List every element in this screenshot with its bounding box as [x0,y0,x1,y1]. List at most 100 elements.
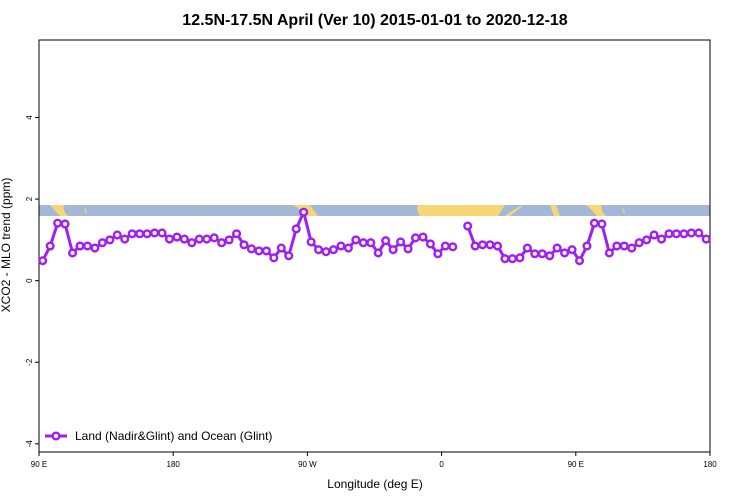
data-point [545,251,555,261]
y-tick-label: 4 [25,115,34,120]
data-point [396,237,406,247]
data-point [328,245,339,255]
data-point [187,238,197,248]
data-point [522,243,532,253]
data-point [582,241,592,251]
land-mask [39,205,710,216]
data-point [45,241,55,251]
data-point [612,241,622,251]
data-point [306,237,316,247]
data-point [351,235,361,245]
data-point [314,245,324,255]
data-point [209,233,219,243]
data-point [179,234,189,244]
data-point [642,235,652,245]
data-point [448,242,458,252]
data-point [239,240,249,250]
data-point [410,233,421,243]
data-point [440,241,450,251]
data-point [291,224,301,234]
data-point [492,241,503,251]
data-point [574,256,585,266]
data-point [537,249,547,259]
x-tick-label: 90 W [298,460,317,469]
land-patch [50,205,68,216]
data-point [157,228,167,238]
data-point [530,249,540,259]
data-point [127,229,137,239]
data-point [381,236,391,246]
data-point [284,251,294,261]
x-tick-label: 90 E [568,460,584,469]
land-patch [622,208,625,214]
data-point [232,229,242,239]
data-point [656,234,667,244]
data-point [470,241,480,251]
y-tick-label: 0 [25,278,34,283]
legend-marker [51,431,61,441]
data-point [254,246,264,256]
data-point [552,243,562,253]
data-point [105,235,115,245]
data-point [403,244,413,254]
x-tick-label: 90 E [31,460,47,469]
data-point [224,235,234,245]
data-point [97,238,107,248]
data-point [336,241,346,251]
data-point [217,238,227,248]
data-point [634,238,644,248]
data-point [686,228,696,238]
data-point [276,243,286,253]
data-point [261,246,271,256]
data-point [343,243,353,253]
data-point [515,253,525,263]
data-point [485,240,495,250]
data-point [701,234,711,244]
data-point [664,229,674,239]
x-tick-label: 0 [439,460,444,469]
data-point [299,207,309,217]
land-patch [417,205,505,216]
data-point [90,243,100,253]
data-point [619,241,629,251]
data-point [202,234,212,244]
land-patch [586,205,606,216]
data-point [68,248,78,258]
data-point [366,238,376,248]
data-point [694,228,704,238]
data-point [135,229,145,239]
data-point [164,234,175,244]
data-point [388,245,398,255]
plot-frame [38,39,711,453]
data-point [246,244,257,254]
data-point [358,238,368,248]
y-axis-label: XCO2 - MLO trend (ppm) [0,178,13,313]
land-patch [550,205,560,216]
y-tick-label: 2 [25,196,34,201]
data-point [433,249,443,259]
data-point [627,243,637,253]
data-point [679,229,689,239]
ocean-band [39,205,710,216]
data-point [649,230,659,240]
y-tick-label: -2 [25,358,34,366]
data-point [112,230,122,240]
data-point [82,241,93,251]
data-point [269,253,279,263]
data-point [120,234,130,244]
data-point [53,218,63,228]
data-point [478,240,488,250]
land-patch [505,205,524,216]
data-point [425,239,435,249]
data-point [418,232,428,242]
data-point [604,248,614,258]
data-point [560,248,570,258]
data-point [567,245,577,255]
data-point [597,219,607,229]
x-tick-label: 180 [703,460,717,469]
data-point [194,234,204,244]
data-point [500,254,510,264]
data-point [38,256,48,266]
legend-label: Land (Nadir&Glint) and Ocean (Glint) [75,429,272,443]
